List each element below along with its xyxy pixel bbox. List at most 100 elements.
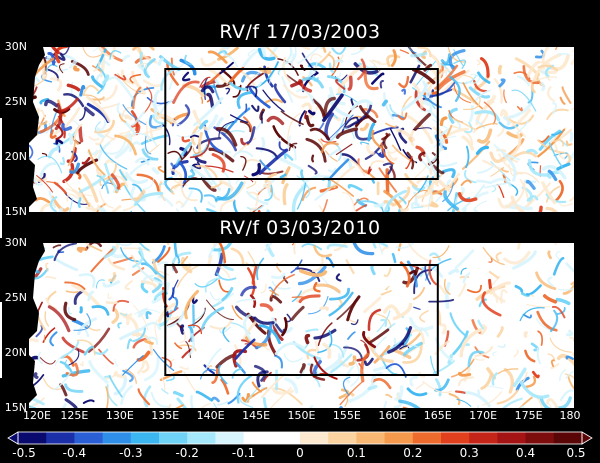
vorticity-filament (470, 73, 479, 77)
vorticity-filament (33, 176, 43, 186)
vorticity-filament (327, 53, 335, 69)
vorticity-filament (200, 57, 217, 67)
vorticity-filament (453, 59, 466, 69)
vorticity-filament (382, 133, 391, 150)
vorticity-filament (218, 279, 231, 293)
vorticity-filament (391, 252, 397, 264)
vorticity-filament (69, 197, 74, 212)
vorticity-filament (107, 292, 112, 300)
vorticity-filament (499, 109, 509, 117)
edge-marker (0, 302, 2, 378)
vorticity-filament (365, 169, 377, 180)
vorticity-filament (153, 90, 160, 118)
vorticity-filament (363, 70, 379, 91)
vorticity-filament (132, 337, 150, 349)
vorticity-filament (269, 294, 283, 304)
vorticity-filament (297, 265, 327, 286)
vorticity-filament (421, 99, 430, 106)
vorticity-filament (256, 120, 263, 131)
vorticity-filament (46, 180, 59, 184)
vorticity-filament (506, 131, 524, 139)
vorticity-filament (187, 333, 196, 357)
vorticity-filament (380, 318, 388, 327)
vorticity-filament (192, 147, 200, 154)
vorticity-filament (480, 324, 487, 335)
vorticity-filament (195, 390, 214, 402)
vorticity-filament (551, 305, 566, 319)
vorticity-filament (411, 184, 426, 192)
vorticity-filament (180, 190, 193, 209)
vorticity-filament (232, 199, 238, 212)
vorticity-filament (409, 375, 419, 387)
vorticity-filament (259, 159, 271, 171)
vorticity-field (29, 243, 574, 408)
vorticity-filament (71, 283, 101, 308)
vorticity-filament (140, 281, 149, 294)
vorticity-filament (50, 77, 63, 92)
vorticity-filament (228, 81, 248, 91)
vorticity-filament (283, 47, 297, 65)
colorbar-tick-label: 0 (296, 446, 304, 460)
vorticity-filament (300, 47, 310, 51)
vorticity-filament (269, 289, 279, 296)
vorticity-filament (200, 85, 215, 94)
vorticity-filament (552, 256, 565, 276)
vorticity-filament (555, 297, 571, 306)
vorticity-filament (395, 243, 415, 249)
vorticity-filament (454, 119, 461, 129)
vorticity-filament (554, 243, 557, 246)
vorticity-filament (213, 243, 216, 247)
vorticity-filament (401, 95, 412, 117)
vorticity-filament (218, 120, 235, 139)
vorticity-filament (272, 125, 297, 149)
vorticity-filament (199, 119, 209, 130)
vorticity-filament (184, 54, 193, 66)
vorticity-filament (311, 154, 315, 163)
vorticity-filament (310, 94, 323, 106)
vorticity-filament (113, 370, 127, 379)
vorticity-filament (85, 95, 111, 123)
vorticity-filament (47, 51, 56, 66)
vorticity-filament (33, 268, 49, 280)
vorticity-filament (300, 173, 321, 187)
vorticity-filament (90, 248, 114, 273)
vorticity-filament (473, 191, 489, 200)
vorticity-filament (249, 294, 257, 308)
vorticity-filament (398, 399, 421, 408)
vorticity-filament (176, 344, 197, 352)
vorticity-filament (297, 47, 320, 64)
vorticity-filament (432, 119, 448, 129)
vorticity-filament (359, 47, 367, 50)
vorticity-filament (158, 183, 166, 186)
vorticity-filament (556, 306, 566, 315)
vorticity-filament (565, 370, 574, 379)
vorticity-filament (55, 126, 64, 141)
vorticity-filament (526, 195, 539, 202)
vorticity-filament (88, 360, 109, 384)
vorticity-filament (138, 62, 148, 69)
vorticity-filament (170, 161, 181, 169)
vorticity-filament (207, 201, 216, 208)
vorticity-filament (66, 187, 93, 197)
vorticity-filament (547, 250, 552, 260)
vorticity-filament (52, 256, 79, 272)
vorticity-filament (537, 330, 544, 346)
vorticity-filament (194, 156, 207, 164)
vorticity-filament (236, 298, 256, 303)
vorticity-filament (266, 115, 285, 126)
vorticity-filament (157, 165, 165, 173)
vorticity-filament (406, 260, 419, 288)
vorticity-filament (327, 158, 350, 181)
vorticity-filament (118, 113, 127, 123)
vorticity-filament (257, 47, 276, 61)
vorticity-filament (260, 283, 267, 294)
vorticity-filament (526, 60, 541, 79)
vorticity-filament (553, 152, 569, 160)
vorticity-filament (427, 193, 432, 211)
vorticity-filament (554, 179, 564, 202)
panel-2-map (29, 243, 574, 408)
vorticity-filament (236, 90, 254, 109)
colorbar-segment (215, 432, 245, 444)
vorticity-filament (200, 306, 225, 331)
vorticity-filament (279, 173, 287, 179)
